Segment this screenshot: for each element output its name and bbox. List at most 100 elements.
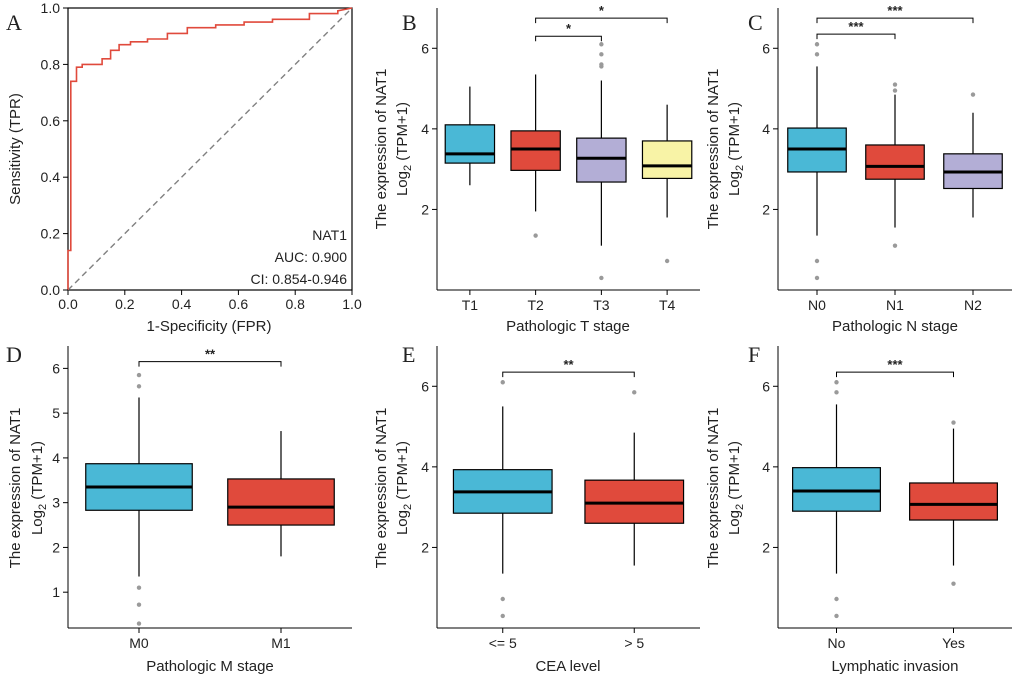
y-tick-label: 4 [762, 459, 770, 475]
outlier-point [814, 258, 820, 264]
outlier-point [664, 258, 670, 264]
outlier-point [951, 420, 956, 425]
x-tick-label: No [828, 635, 846, 651]
panel-c-boxplot: C 2 4 6 N0 N1 N2 *** *** Pathologic N stage The ex… [705, 3, 1012, 335]
y-tick-label: 4 [52, 450, 60, 466]
panel-a-roc: A 0.0 0.2 0.4 0.6 0.8 1.0 0.0 0.2 0.4 0.6 0.8 1.0 1-S… [6, 0, 362, 335]
significance-bracket [535, 17, 668, 24]
significance-label: ** [205, 347, 216, 362]
x-tick-label: N1 [886, 297, 904, 313]
y-axis-label: Sensitivity (TPR) [7, 93, 24, 205]
y-axis-label-line2: Log2 (TPM+1) [726, 102, 746, 196]
outlier-point [814, 275, 820, 281]
panel-e-boxplot: E 2 4 6 <= 5 > 5 ** CEA level The expression of … [373, 342, 700, 675]
outlier-point [970, 92, 976, 97]
x-tick-label: 0.6 [229, 296, 249, 312]
y-axis-label-line2: Log2 (TPM+1) [726, 441, 746, 535]
outlier-point [834, 596, 839, 602]
outlier-point [892, 243, 898, 248]
y-axis-label-line1: The expression of NAT1 [705, 408, 722, 569]
y-tick-label: 5 [52, 405, 60, 421]
y-tick-label: 3 [52, 495, 60, 511]
panel-letter-b: B [402, 10, 417, 35]
y-tick-label: 0.4 [41, 169, 61, 185]
x-axis-label: Pathologic M stage [146, 658, 274, 675]
outlier-point [892, 88, 898, 93]
y-axis-label-line1: The expression of NAT1 [373, 69, 390, 230]
x-tick-label: <= 5 [489, 635, 517, 651]
x-axis-label: CEA level [535, 658, 600, 675]
y-tick-label: 2 [52, 539, 60, 555]
box-Yes [909, 482, 998, 521]
outlier-point [136, 372, 142, 378]
outlier-point [892, 82, 898, 87]
panel-d-boxplot: D 1 2 3 4 5 6 M0 M1 ** Pathologic M stage The expre… [6, 342, 352, 675]
y-axis-label-line2: Log2 (TPM+1) [29, 441, 49, 535]
x-tick-label: M1 [271, 635, 291, 651]
x-tick-label: 1.0 [342, 296, 362, 312]
outlier-point [834, 380, 839, 385]
x-tick-label: 0.8 [285, 296, 305, 312]
y-tick-label: 4 [421, 459, 429, 475]
significance-bracket [836, 371, 954, 378]
plot-frame [67, 7, 353, 291]
y-tick-label: 6 [421, 378, 429, 394]
y-axis-label-line1: The expression of NAT1 [7, 408, 24, 569]
significance-label: *** [887, 3, 903, 18]
significance-bracket [502, 371, 635, 378]
panel-letter-f: F [748, 342, 760, 367]
y-tick-label: 6 [762, 378, 770, 394]
outlier-point [136, 585, 142, 590]
box-T4 [641, 140, 693, 180]
y-tick-label: 2 [762, 539, 770, 555]
significance-bracket [816, 33, 896, 40]
outlier-point [136, 621, 142, 626]
roc-curve [67, 7, 353, 290]
x-tick-label: N0 [808, 297, 826, 313]
y-axis-label-line1: The expression of NAT1 [373, 408, 390, 569]
panel-f-boxplot: F 2 4 6 No Yes *** Lymphatic invasion The expres… [705, 342, 1012, 675]
outlier-point [951, 581, 956, 586]
x-axis-label: Pathologic N stage [832, 318, 958, 335]
x-tick-label: T3 [593, 297, 610, 313]
y-tick-label: 1 [52, 584, 60, 600]
x-tick-label: T2 [527, 297, 544, 313]
outlier-point [599, 42, 604, 47]
significance-label: *** [848, 19, 864, 34]
roc-annotation: NAT1 [312, 227, 347, 243]
diagonal-reference-line [67, 7, 353, 291]
outlier-point [814, 52, 820, 57]
outlier-point [533, 233, 538, 238]
x-tick-label: M0 [129, 635, 149, 651]
significance-label: *** [887, 357, 903, 372]
x-axis-label: Lymphatic invasion [831, 658, 958, 675]
y-tick-label: 2 [421, 201, 429, 217]
significance-label: * [599, 3, 605, 18]
y-tick-label: 0.0 [41, 282, 61, 298]
x-axis-label: Pathologic T stage [506, 318, 630, 335]
significance-bracket [816, 17, 974, 24]
outlier-point [632, 390, 637, 395]
box-N1 [865, 144, 925, 180]
x-tick-label: 0.4 [172, 296, 192, 312]
y-axis-label-line2: Log2 (TPM+1) [394, 102, 414, 196]
outlier-point [814, 42, 820, 47]
outlier-point [599, 275, 604, 281]
y-tick-label: 4 [421, 121, 429, 137]
x-tick-label: Yes [942, 635, 965, 651]
panel-b-boxplot: B 2 4 6 T1 T2 T3 T4 * * Pathologic T stage The expr… [373, 3, 700, 335]
outlier-point [599, 62, 604, 67]
box-No [792, 467, 881, 512]
box-T3 [576, 137, 627, 183]
panel-letter-c: C [748, 10, 763, 35]
significance-bracket [138, 361, 282, 367]
y-tick-label: 4 [762, 121, 770, 137]
panel-letter-d: D [6, 342, 22, 367]
y-tick-label: 1.0 [41, 0, 61, 16]
outlier-point [834, 390, 839, 395]
y-axis-label-line1: The expression of NAT1 [705, 69, 722, 230]
x-tick-label: T4 [659, 297, 676, 313]
x-tick-label: 0.2 [115, 296, 135, 312]
y-tick-label: 0.6 [41, 113, 61, 129]
